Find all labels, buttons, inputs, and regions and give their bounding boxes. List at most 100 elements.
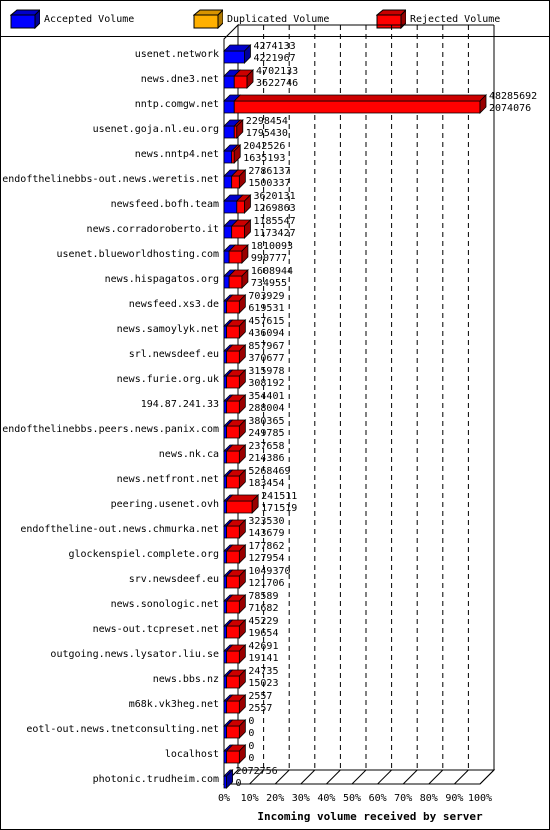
bar-front: [226, 550, 240, 564]
floor-tick-line: [326, 769, 341, 785]
accepted-value-label: 990777: [251, 253, 287, 264]
bar-front: [223, 125, 235, 139]
x-tick-label: 0%: [218, 793, 230, 804]
bar-side: [238, 169, 246, 189]
category-label: outgoing.news.lysator.liu.se: [50, 649, 219, 660]
accepted-value-label: 4221967: [253, 53, 295, 64]
legend: Accepted Volume Duplicated Volume Reject…: [0, 0, 550, 37]
accepted-swatch-icon: [10, 9, 40, 29]
bar-front: [228, 275, 243, 289]
bar-front: [223, 75, 235, 89]
bar-side: [236, 119, 244, 139]
category-label: news.samoylyk.net: [117, 324, 219, 335]
bar-front: [228, 250, 243, 264]
category-label: news.dne3.net: [141, 74, 219, 85]
total-value-label: 703929: [248, 291, 284, 302]
accepted-value-label: 1795430: [246, 128, 288, 139]
total-value-label: 4274133: [253, 41, 295, 52]
category-label: photonic.trudheim.com: [93, 774, 219, 785]
category-label: news.netfront.net: [117, 474, 219, 485]
category-label: usenet.network: [135, 49, 219, 60]
category-label: 194.87.241.33: [141, 399, 219, 410]
accepted-value-label: 3622746: [256, 78, 298, 89]
bar-front: [233, 100, 481, 114]
legend-accepted-label: Accepted Volume: [44, 14, 135, 25]
total-value-label: 1185547: [253, 216, 295, 227]
total-value-label: 45229: [248, 616, 278, 627]
bar-side: [244, 194, 251, 214]
category-label: news.sonologic.net: [111, 599, 219, 610]
total-value-label: 457615: [248, 316, 284, 327]
bar-front: [226, 325, 240, 339]
bar-side: [241, 269, 249, 289]
total-value-label: 1608944: [251, 266, 293, 277]
bar-side: [238, 594, 246, 614]
x-tick-label: 80%: [420, 793, 438, 804]
bar-front: [226, 500, 253, 514]
category-label: usenet.blueworldhosting.com: [56, 249, 219, 260]
category-label: srl.newsdeef.eu: [129, 349, 219, 360]
bar-side: [238, 569, 246, 589]
total-value-label: 354401: [248, 391, 284, 402]
bar-side: [238, 744, 246, 764]
accepted-value-label: 1635193: [243, 153, 285, 164]
bar-front: [223, 250, 230, 264]
bar-side: [238, 344, 246, 364]
floor-tick-line: [274, 769, 290, 785]
total-value-label: 241511: [261, 491, 297, 502]
floor-tick-line: [402, 769, 418, 785]
accepted-value-label: 288004: [248, 403, 284, 414]
accepted-value-label: 1269863: [253, 203, 295, 214]
accepted-value-label: 71682: [248, 603, 278, 614]
bar-front: [226, 600, 240, 614]
bar-front: [226, 525, 240, 539]
accepted-value-label: 183454: [248, 478, 284, 489]
bar-side: [241, 244, 249, 264]
category-label: m68k.vk3heg.net: [129, 699, 219, 710]
floor-tick-line: [351, 769, 367, 785]
x-tick-label: 40%: [317, 793, 335, 804]
total-value-label: 1049370: [248, 566, 290, 577]
bar-front: [226, 575, 240, 589]
x-tick-label: 70%: [394, 793, 412, 804]
accepted-value-label: 2557: [248, 703, 272, 714]
floor-tick-line: [454, 769, 469, 785]
bar-front: [223, 225, 233, 239]
category-label: news.nk.ca: [159, 449, 219, 460]
total-value-label: 2042526: [243, 141, 285, 152]
accepted-value-label: 308192: [248, 378, 284, 389]
bar-front: [231, 225, 245, 239]
x-tick-label: 60%: [369, 793, 387, 804]
category-label: srv.newsdeef.eu: [129, 574, 219, 585]
bar-side: [238, 719, 246, 739]
accepted-value-label: 214386: [248, 453, 284, 464]
accepted-value-label: 734955: [251, 278, 287, 289]
bar-front: [223, 200, 238, 214]
accepted-value-label: 1500337: [248, 178, 290, 189]
category-label: nntp.comgw.net: [135, 99, 219, 110]
total-value-label: 42691: [248, 641, 278, 652]
category-label: newsfeed.xs3.de: [129, 299, 219, 310]
category-label: usenet.goja.nl.eu.org: [93, 124, 219, 135]
bar-front: [226, 750, 240, 764]
bar-side: [238, 469, 246, 489]
total-value-label: 0: [248, 716, 254, 727]
bar-side: [238, 369, 246, 389]
total-value-label: 380365: [248, 416, 284, 427]
total-value-label: 2557: [248, 691, 272, 702]
category-label: news.hispagatos.org: [105, 274, 219, 285]
accepted-value-label: 436094: [248, 328, 284, 339]
bar-front: [231, 175, 240, 189]
x-tick-label: 90%: [445, 793, 463, 804]
bar-side: [238, 394, 246, 414]
total-value-label: 0: [248, 741, 254, 752]
x-axis-label: Incoming volume received by server: [257, 810, 483, 823]
bar-front: [223, 275, 230, 289]
accepted-value-label: 370677: [248, 353, 284, 364]
category-label: newsfeed.bofh.team: [111, 199, 219, 210]
accepted-value-label: 143679: [248, 528, 284, 539]
accepted-value-label: 19654: [248, 628, 278, 639]
floor-tick-line: [479, 769, 495, 785]
category-label: news.bbs.nz: [153, 674, 219, 685]
floor-tick-line: [300, 769, 316, 785]
